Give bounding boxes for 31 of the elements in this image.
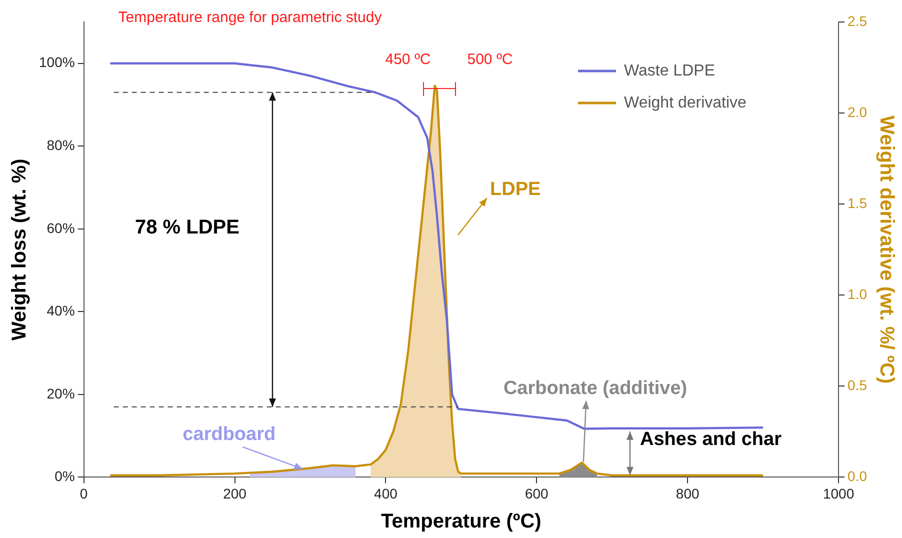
- x-tick-label: 0: [80, 485, 88, 502]
- y2-tick-label: 2.0: [848, 104, 868, 120]
- annotation: LDPE: [490, 179, 541, 200]
- annotation: 500 ºC: [467, 51, 513, 68]
- y-tick-label: 0%: [54, 468, 75, 484]
- y2-tick-label: 0.0: [848, 468, 868, 484]
- annotation: Ashes and char: [640, 429, 782, 450]
- y-tick-label: 40%: [46, 302, 75, 319]
- y-tick-label: 80%: [46, 137, 75, 154]
- x-tick-label: 800: [676, 485, 700, 502]
- chart-title: Temperature range for parametric study: [118, 9, 382, 26]
- y2-tick-label: 0.5: [848, 377, 868, 394]
- x-tick-label: 600: [524, 485, 549, 502]
- y2-tick-label: 2.5: [848, 12, 868, 29]
- annotation: 78 % LDPE: [135, 216, 240, 239]
- x-tick-label: 1000: [822, 485, 854, 502]
- x-tick-label: 400: [374, 485, 398, 502]
- y-tick-label: 60%: [46, 220, 75, 236]
- legend-label: Weight derivative: [624, 94, 747, 112]
- y-axis-title: Weight loss (wt. %): [8, 158, 31, 341]
- legend-label: Waste LDPE: [624, 62, 715, 80]
- y2-tick-label: 1.0: [848, 286, 868, 302]
- annotation: cardboard: [182, 424, 276, 446]
- y2-tick-label: 1.5: [848, 194, 868, 211]
- annotation: Carbonate (additive): [503, 378, 688, 400]
- y-tick-label: 100%: [38, 54, 75, 70]
- annotation: 450 ºC: [385, 51, 431, 68]
- y-tick-label: 20%: [46, 385, 75, 402]
- x-tick-label: 200: [223, 485, 247, 502]
- x-axis-title: Temperature (ºC): [381, 510, 542, 533]
- y2-axis-title: Weight derivative (wt. %/ ºC): [875, 116, 898, 384]
